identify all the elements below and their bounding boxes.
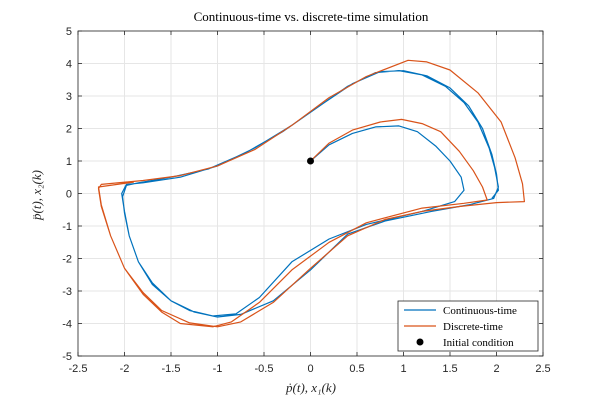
chart-title: Continuous-time vs. discrete-time simula… xyxy=(194,9,429,24)
y-tick-label: 0 xyxy=(66,189,72,201)
x-tick-label: 2 xyxy=(493,363,499,375)
x-tick-label: -1.5 xyxy=(162,363,181,375)
x-axis-label: ṗ(t), x₁(k) xyxy=(285,380,336,395)
y-tick-label: 1 xyxy=(66,156,72,168)
y-tick-label: 5 xyxy=(66,26,72,38)
series-line-continuous-time xyxy=(121,70,499,318)
y-tick-label: 2 xyxy=(66,124,72,136)
x-tick-label: 1 xyxy=(400,363,406,375)
initial-condition-marker xyxy=(307,157,314,165)
y-tick-label: -3 xyxy=(62,286,72,298)
x-tick-label: 1.5 xyxy=(442,363,457,375)
axes xyxy=(77,30,544,357)
y-tick-label: -1 xyxy=(62,221,72,233)
series-layer xyxy=(97,59,525,328)
legend: Continuous-time Discrete-time Initial cond… xyxy=(397,300,539,352)
x-tick-label: -1 xyxy=(213,363,223,375)
x-tick-label: 0.5 xyxy=(349,363,364,375)
x-tick-label: -2 xyxy=(120,363,130,375)
x-tick-label: 0 xyxy=(307,363,313,375)
y-tick-label: 3 xyxy=(66,91,72,103)
tick-labels: -2.5 -2 -1.5 -1 -0.5 0 0.5 1 1.5 2 2.5 -5 -4 -3 -2 -1 0 1… xyxy=(62,26,550,375)
legend-label: Discrete-time xyxy=(443,321,503,333)
y-tick-label: -4 xyxy=(62,319,72,331)
legend-label: Continuous-time xyxy=(443,305,517,317)
y-tick-label: -2 xyxy=(62,254,72,266)
legend-label: Initial condition xyxy=(443,337,514,349)
series-line-discrete-time xyxy=(97,59,525,328)
y-tick-label: 4 xyxy=(66,59,72,71)
x-tick-label: 2.5 xyxy=(535,363,550,375)
y-tick-label: -5 xyxy=(62,351,72,363)
y-axis-label: p̈(t), x₂(k) xyxy=(29,170,44,221)
legend-swatch-dot xyxy=(416,338,424,346)
x-tick-label: -0.5 xyxy=(255,363,274,375)
x-tick-label: -2.5 xyxy=(69,363,88,375)
